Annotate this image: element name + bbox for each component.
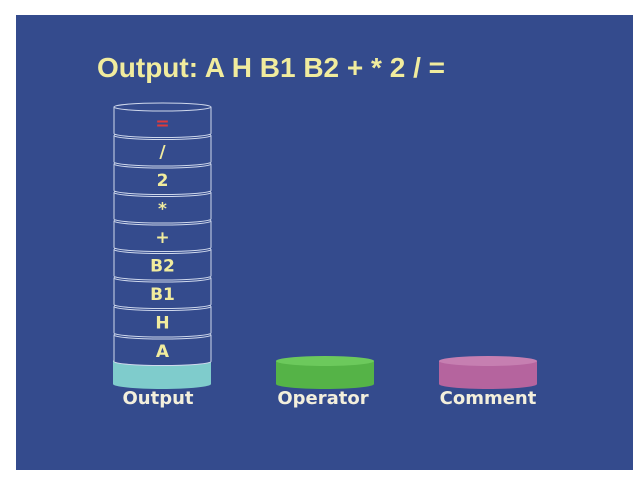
- stack-disk-label: =: [155, 114, 169, 134]
- operator-base-cylinder: [276, 356, 374, 389]
- comment-base-cylinder-body: [439, 361, 537, 389]
- comment-base-label: Comment: [439, 388, 537, 409]
- stack-disk-label: B1: [150, 285, 175, 305]
- operator-base-cylinder-top: [276, 356, 374, 366]
- stack-disk-body: [113, 221, 212, 252]
- output-base-cylinder-body: [113, 361, 211, 389]
- operator-base-label: Operator: [277, 388, 369, 409]
- stack-disk: A: [113, 330, 212, 366]
- output-title: Output: A H B1 B2 + * 2 / =: [97, 52, 445, 83]
- stack-disk-top: [113, 102, 212, 112]
- operator-base-cylinder-body: [276, 361, 374, 389]
- stack-disk-body: [113, 278, 212, 309]
- stack-disk-label: B2: [150, 257, 175, 277]
- output-base-label: Output: [122, 388, 194, 409]
- stack-disk-body: [113, 135, 212, 167]
- stack-disk: =: [113, 102, 212, 138]
- stack-disk-label: 2: [157, 171, 169, 191]
- stack-disk-body: [113, 107, 212, 138]
- stack-disk-label: +: [155, 228, 169, 248]
- stack-disk-body: [113, 249, 212, 281]
- stack-disk-body: [113, 335, 212, 366]
- comment-base-cylinder-top: [439, 356, 537, 366]
- stack-disk-label: /: [159, 143, 166, 163]
- comment-base-cylinder: [439, 356, 537, 389]
- stack-disk-label: *: [158, 200, 167, 220]
- stack-disk-label: A: [156, 342, 170, 362]
- stack-disk-body: [113, 164, 212, 195]
- stack-disk-label: H: [155, 314, 169, 334]
- stack-disk-body: [113, 192, 212, 224]
- stack-disk-body: [113, 306, 212, 338]
